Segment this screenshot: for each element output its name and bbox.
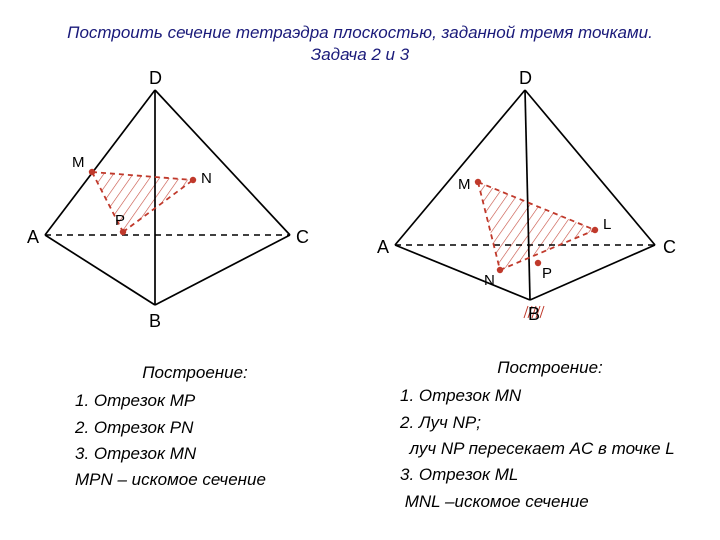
steps-right-2: 2. Луч NP; bbox=[400, 410, 700, 436]
vertex-label-N: N bbox=[201, 170, 212, 187]
figure-left-svg bbox=[45, 90, 345, 315]
vertex-label-D: D bbox=[519, 68, 532, 89]
steps-left-heading: Построение: bbox=[75, 360, 315, 386]
figure-right: ABCDMNPL bbox=[395, 90, 695, 315]
steps-right-3: 3. Отрезок ML bbox=[400, 462, 700, 488]
steps-left-3: 3. Отрезок MN bbox=[75, 441, 315, 467]
vertex-label-B: B bbox=[528, 304, 540, 325]
vertex-label-C: C bbox=[663, 237, 676, 258]
page-title: Построить сечение тетраэдра плоскостью, … bbox=[0, 0, 720, 66]
steps-left-4: MPN – искомое сечение bbox=[75, 467, 315, 493]
vertex-label-M: M bbox=[458, 176, 471, 193]
vertex-label-C: C bbox=[296, 227, 309, 248]
steps-right-4: MNL –искомое сечение bbox=[400, 489, 700, 515]
steps-right-1: 1. Отрезок MN bbox=[400, 383, 700, 409]
vertex-label-M: M bbox=[72, 154, 85, 171]
steps-left-2: 2. Отрезок PN bbox=[75, 415, 315, 441]
vertex-label-D: D bbox=[149, 68, 162, 89]
steps-right-heading: Построение: bbox=[400, 355, 700, 381]
vertex-label-P: P bbox=[115, 212, 125, 229]
steps-right: Построение: 1. Отрезок MN 2. Луч NP; луч… bbox=[400, 355, 700, 515]
steps-left-1: 1. Отрезок MP bbox=[75, 388, 315, 414]
vertex-label-A: A bbox=[377, 237, 389, 258]
vertex-label-P: P bbox=[542, 265, 552, 282]
steps-left: Построение: 1. Отрезок MP 2. Отрезок PN … bbox=[75, 360, 315, 494]
vertex-label-L: L bbox=[603, 216, 611, 233]
vertex-label-B: B bbox=[149, 311, 161, 332]
vertex-label-A: A bbox=[27, 227, 39, 248]
figure-left: ABCDMNP bbox=[45, 90, 345, 315]
steps-right-2b: луч NP пересекает AC в точке L bbox=[400, 436, 700, 462]
title-line2: Задача 2 и 3 bbox=[0, 44, 720, 66]
vertex-label-N: N bbox=[484, 272, 495, 289]
title-line1: Построить сечение тетраэдра плоскостью, … bbox=[0, 22, 720, 44]
